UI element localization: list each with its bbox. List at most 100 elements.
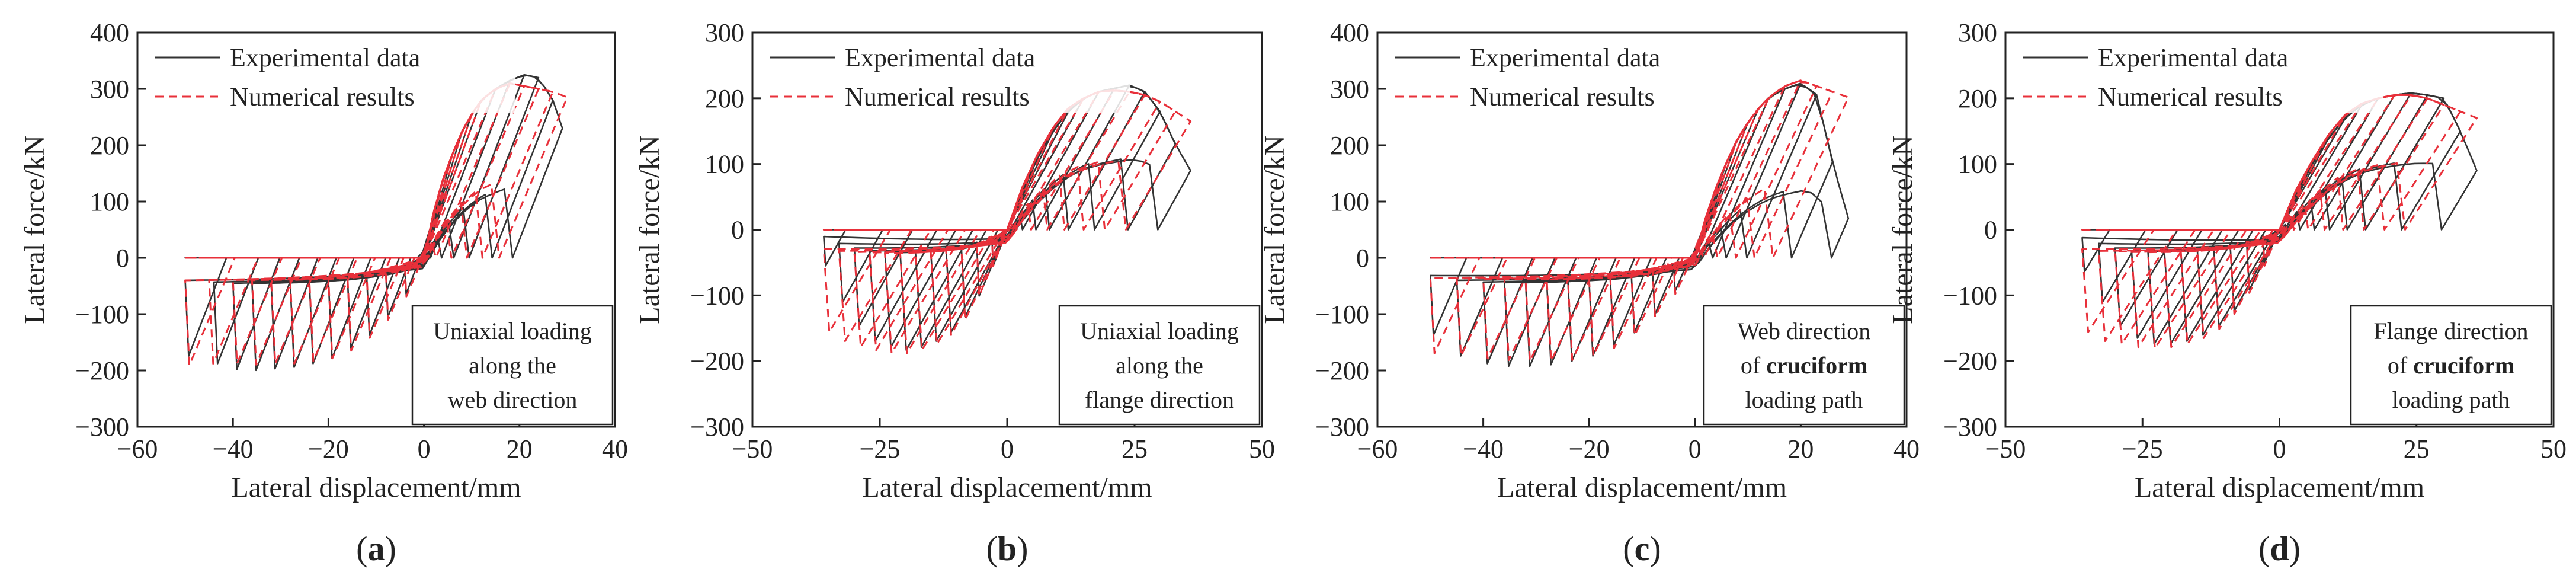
annotation-text-d: of bbox=[2388, 352, 2413, 379]
legend-numerical-label-a: Numerical results bbox=[230, 82, 415, 111]
y-tick-label-b: −300 bbox=[690, 413, 744, 442]
annotation-line-1-d: Flange direction bbox=[2373, 318, 2528, 344]
legend-experimental-label-a: Experimental data bbox=[230, 43, 420, 72]
series-numerical-cycle-12-c bbox=[1429, 81, 1850, 354]
x-tick-label-a: −60 bbox=[117, 434, 158, 463]
legend-numerical-label-b: Numerical results bbox=[845, 82, 1030, 111]
y-tick-label-c: 200 bbox=[1330, 131, 1369, 160]
annotation-text-c: loading path bbox=[1745, 386, 1863, 413]
plot-frame-a bbox=[136, 31, 616, 428]
series-numerical-cycle-11-d bbox=[2097, 94, 2462, 342]
x-tick-label-b: 50 bbox=[1249, 434, 1275, 463]
x-tick-label-b: −50 bbox=[732, 434, 773, 463]
legend-a: Experimental data Numerical results bbox=[148, 37, 515, 113]
y-axis-title-a: Lateral force/kN bbox=[19, 135, 50, 324]
x-tick-label-c: 0 bbox=[1689, 434, 1702, 463]
annotation-text-d: loading path bbox=[2392, 386, 2510, 413]
y-tick-label-c: −100 bbox=[1315, 300, 1369, 329]
y-tick-label-d: 0 bbox=[1984, 216, 1997, 245]
legend-b: Experimental data Numerical results bbox=[763, 37, 1130, 113]
annotation-text-c: Web direction bbox=[1738, 318, 1870, 344]
series-experimental-cycle-10-b bbox=[853, 84, 1161, 327]
curves-b bbox=[822, 84, 1192, 354]
y-tick-label-c: 100 bbox=[1330, 187, 1369, 216]
annotation-text-b: flange direction bbox=[1085, 386, 1234, 413]
annotation-text-c: of bbox=[1741, 352, 1766, 379]
y-tick-label-a: −200 bbox=[75, 356, 129, 385]
annotation-text-d: Flange direction bbox=[2373, 318, 2528, 344]
series-numerical-cycle-8-b bbox=[884, 89, 1130, 354]
annotation-text-a: Uniaxial loading bbox=[433, 318, 592, 344]
x-tick-label-a: 40 bbox=[602, 434, 628, 463]
y-tick-label-d: −100 bbox=[1943, 281, 1997, 310]
y-tick-label-a: 100 bbox=[90, 187, 129, 216]
x-tick-label-d: −50 bbox=[1985, 434, 2026, 463]
curves-d bbox=[2081, 92, 2478, 350]
panel-b: −50 −25 0 25 50 −300 −200 −100 0 100 200 300 Lateral… bbox=[634, 18, 1275, 568]
annotation-frame-b bbox=[1058, 305, 1261, 426]
x-tick-label-a: 20 bbox=[507, 434, 533, 463]
legend-experimental-label-b: Experimental data bbox=[845, 43, 1035, 72]
x-tick-label-b: 0 bbox=[1001, 434, 1014, 463]
y-tick-label-b: −200 bbox=[690, 347, 744, 376]
annotation-text-b: along the bbox=[1116, 352, 1203, 379]
x-tick-label-c: 20 bbox=[1787, 434, 1814, 463]
y-axis-title-d: Lateral force/kN bbox=[1887, 135, 1918, 324]
x-axis-title-a: Lateral displacement/mm bbox=[231, 472, 521, 503]
x-axis-title-c: Lateral displacement/mm bbox=[1497, 472, 1787, 503]
legend-background-b bbox=[763, 37, 1130, 113]
annotation-line-2-a: along the bbox=[469, 352, 556, 379]
legend-d: Experimental data Numerical results bbox=[2016, 37, 2383, 113]
x-axis-title-d: Lateral displacement/mm bbox=[2135, 472, 2424, 503]
annotation-line-3-c: loading path bbox=[1745, 386, 1863, 413]
y-axis-title-c: Lateral force/kN bbox=[1259, 135, 1290, 324]
series-experimental-cycle-5-b bbox=[930, 97, 1085, 342]
annotation-line-3-d: loading path bbox=[2392, 386, 2510, 413]
curves-a bbox=[184, 74, 568, 372]
legend-background-d bbox=[2016, 37, 2383, 113]
series-numerical-cycle-6-d bbox=[2180, 97, 2379, 345]
y-tick-label-a: 0 bbox=[116, 244, 129, 273]
y-axis-title-b: Lateral force/kN bbox=[634, 135, 665, 324]
panel-label-c: (c) bbox=[1623, 529, 1661, 568]
annotation-box-c: Web direction of cruciform loading path bbox=[1703, 305, 1905, 426]
x-axis-title-b: Lateral displacement/mm bbox=[862, 472, 1152, 503]
x-tick-label-b: 25 bbox=[1122, 434, 1148, 463]
y-tick-label-a: 400 bbox=[90, 18, 129, 47]
y-tick-label-c: −200 bbox=[1315, 356, 1369, 385]
y-tick-label-c: 300 bbox=[1330, 75, 1369, 104]
legend-numerical-label-d: Numerical results bbox=[2098, 82, 2283, 111]
series-experimental-cycle-11-b bbox=[838, 85, 1177, 303]
annotation-line-2-d: of cruciform bbox=[2388, 352, 2514, 379]
panel-label-b: (b) bbox=[986, 529, 1029, 568]
annotation-line-2-b: along the bbox=[1116, 352, 1203, 379]
annotation-line-2-c: of cruciform bbox=[1741, 352, 1867, 379]
legend-background-a bbox=[148, 37, 515, 113]
annotation-frame-d bbox=[2350, 305, 2552, 426]
legend-numerical-label-c: Numerical results bbox=[1470, 82, 1655, 111]
y-tick-label-b: 200 bbox=[705, 84, 744, 113]
panel-c: −60 −40 −20 0 20 40−300−200−1000100200300400L… bbox=[1259, 18, 1920, 568]
annotation-text-d: cruciform bbox=[2413, 352, 2514, 379]
series-numerical-cycle-10-d bbox=[2114, 94, 2445, 345]
annotation-box-d: Flange direction of cruciform loading path bbox=[2350, 305, 2552, 426]
x-tick-label-c: −20 bbox=[1569, 434, 1610, 463]
series-experimental-cycle-5-d bbox=[2196, 104, 2363, 336]
annotation-frame-a bbox=[411, 305, 614, 426]
series-experimental-cycle-6-d bbox=[2180, 97, 2379, 342]
y-tick-label-a: 200 bbox=[90, 131, 129, 160]
x-tick-label-a: −40 bbox=[213, 434, 254, 463]
y-tick-label-d: −300 bbox=[1943, 413, 1997, 442]
y-tick-label-a: −100 bbox=[75, 300, 129, 329]
legend-experimental-label-d: Experimental data bbox=[2098, 43, 2288, 72]
x-tick-label-a: 0 bbox=[418, 434, 431, 463]
legend-background-c bbox=[1388, 37, 1755, 113]
x-tick-label-d: 50 bbox=[2540, 434, 2567, 463]
series-numerical-cycle-12-a bbox=[184, 82, 568, 366]
plot-frame-c bbox=[1376, 31, 1908, 428]
x-tick-label-d: 25 bbox=[2404, 434, 2430, 463]
annotation-frame-c bbox=[1703, 305, 1905, 426]
x-tick-label-c: −60 bbox=[1357, 434, 1398, 463]
y-tick-label-c: 400 bbox=[1330, 18, 1369, 47]
